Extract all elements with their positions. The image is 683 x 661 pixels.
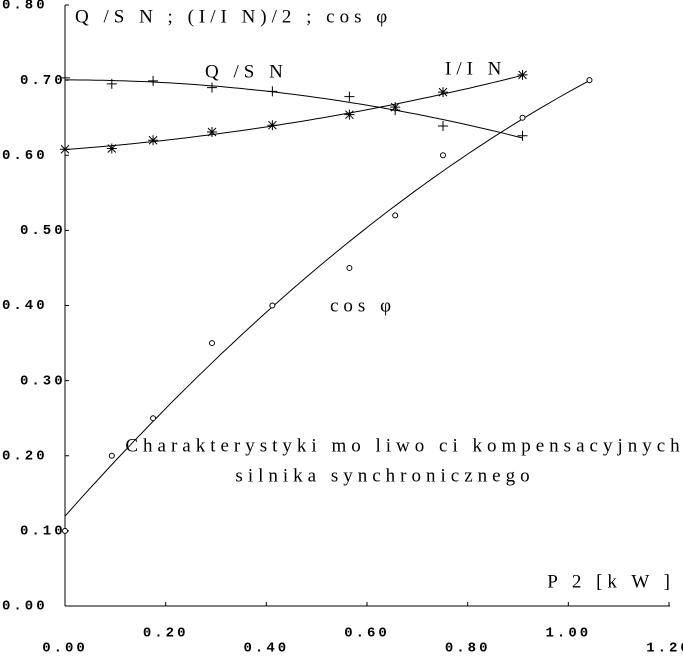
series-label: cos φ — [330, 295, 396, 316]
point — [108, 452, 115, 459]
point — [148, 135, 159, 146]
point — [60, 144, 70, 155]
y-tick-label: 0.10 — [20, 524, 66, 540]
point — [269, 302, 276, 309]
x-tick-label: 1.00 — [546, 626, 592, 642]
point — [392, 212, 399, 219]
point — [519, 114, 526, 121]
fit-curve — [65, 79, 523, 139]
point — [586, 77, 593, 84]
y-tick-label: 0.00 — [2, 599, 48, 615]
point — [346, 264, 353, 271]
point — [390, 102, 401, 113]
y-axis-label: Q /S N ; (I/I N)/2 ; cos φ — [75, 6, 392, 27]
point — [62, 527, 68, 534]
x-tick-label: 0.80 — [445, 641, 491, 657]
point — [206, 82, 217, 93]
y-tick-label: 0.40 — [2, 298, 48, 314]
y-tick-label: 0.50 — [20, 223, 66, 239]
point — [438, 87, 449, 98]
point — [267, 120, 278, 131]
x-tick-label: 0.60 — [344, 626, 390, 642]
series-label: Q /S N — [205, 61, 288, 82]
fit-curve — [64, 80, 590, 517]
x-tick-label: 0.40 — [244, 641, 290, 657]
point — [60, 72, 70, 83]
point — [517, 130, 528, 141]
point — [344, 91, 355, 102]
x-tick-label: 0.00 — [42, 641, 88, 657]
point — [106, 143, 117, 154]
y-tick-label: 0.60 — [2, 148, 48, 164]
point — [440, 152, 447, 159]
point — [344, 109, 355, 120]
point — [106, 78, 117, 89]
point — [148, 75, 159, 86]
y-tick-label: 0.80 — [2, 0, 48, 14]
x-tick-label: 0.20 — [143, 626, 189, 642]
series-label: I/I N — [445, 58, 506, 79]
point — [517, 69, 528, 80]
x-axis-label: P 2 [k W ] — [547, 571, 675, 592]
fit-curve — [64, 74, 523, 151]
y-tick-label: 0.30 — [20, 373, 66, 389]
x-tick-label: 1.20 — [646, 641, 683, 657]
y-tick-label: 0.70 — [20, 73, 66, 89]
point — [267, 86, 278, 97]
point — [438, 120, 449, 131]
point — [208, 340, 215, 347]
chart-title: Charakterystyki mo liwo ci kompensacyjny… — [125, 435, 683, 456]
point — [150, 415, 157, 422]
y-tick-label: 0.20 — [2, 448, 48, 464]
point — [206, 126, 217, 137]
chart-title: silnika synchronicznego — [235, 465, 534, 486]
